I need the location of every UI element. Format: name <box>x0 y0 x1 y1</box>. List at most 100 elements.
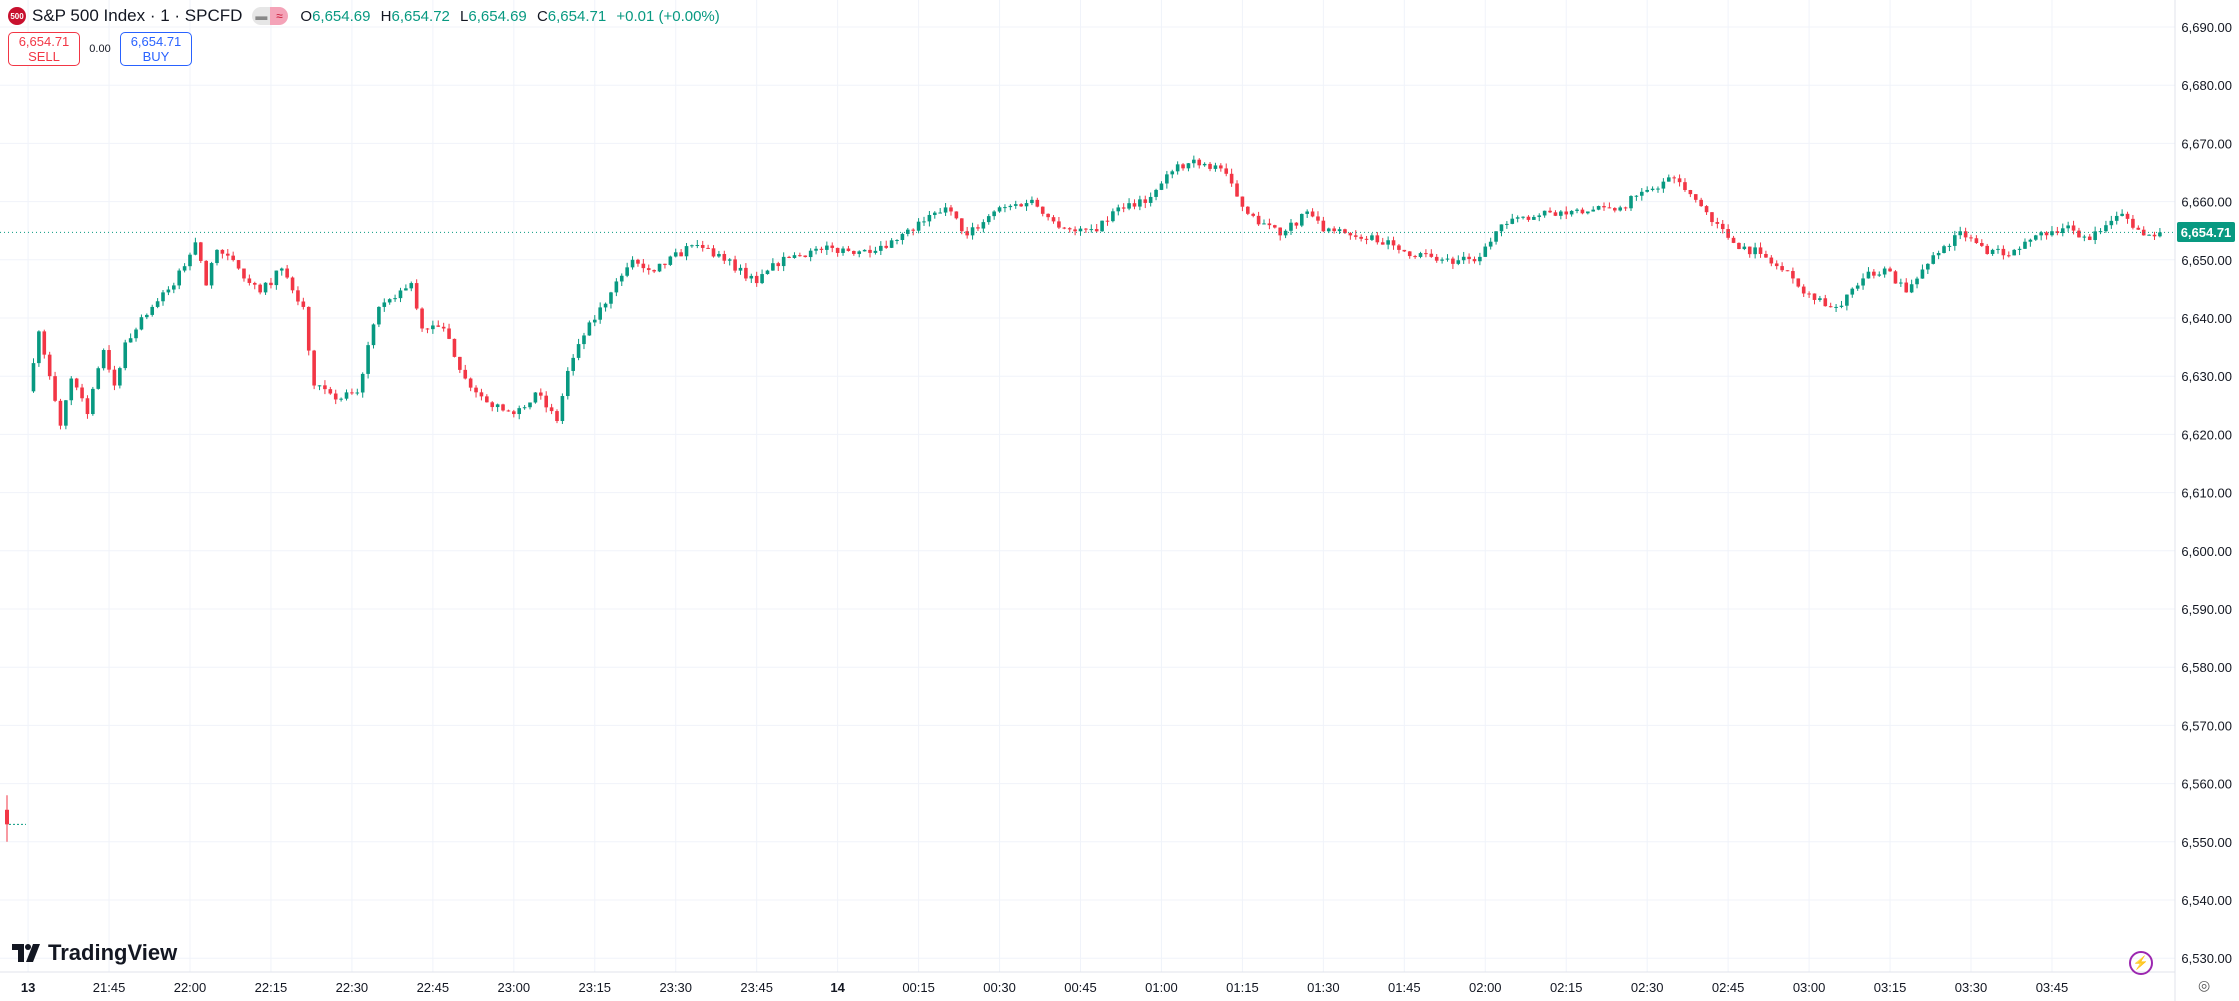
candle <box>2012 249 2016 256</box>
settings-icon[interactable]: ◎ <box>2198 977 2211 993</box>
candle <box>188 254 192 267</box>
candle <box>145 314 149 318</box>
candle <box>1235 183 1239 197</box>
candle <box>274 270 279 286</box>
candle <box>1483 246 1488 257</box>
ohlc-legend: O6,654.69 H6,654.72 L6,654.69 C6,654.71 … <box>300 7 720 25</box>
candle <box>1030 199 1034 204</box>
candle <box>1909 284 1914 293</box>
candle <box>1688 190 1693 195</box>
candle <box>269 282 273 286</box>
status-pill[interactable]: ▬ ≈ <box>252 7 289 25</box>
lightning-icon[interactable]: ⚡ <box>2129 951 2153 975</box>
candle <box>727 259 732 261</box>
candle <box>37 331 41 364</box>
candle <box>1920 269 1925 279</box>
candle <box>107 350 111 370</box>
candle <box>1985 245 1990 254</box>
close-value: 6,654.71 <box>547 7 607 25</box>
candle <box>1413 256 1417 258</box>
candle <box>1084 228 1088 230</box>
candle <box>69 378 74 401</box>
candle <box>1040 206 1045 214</box>
tradingview-logo[interactable]: TradingView <box>12 940 177 966</box>
candle <box>1926 263 1930 270</box>
candle <box>350 392 354 394</box>
candle <box>1440 259 1444 261</box>
candle <box>1046 213 1050 218</box>
candle <box>959 218 964 232</box>
candle <box>328 389 333 394</box>
candle <box>468 378 473 388</box>
candle <box>193 242 198 255</box>
y-tick-label: 6,630.00 <box>2181 369 2232 384</box>
candle <box>1310 211 1315 217</box>
x-tick-label: 22:45 <box>417 980 450 995</box>
candle <box>1650 188 1655 190</box>
candle <box>177 270 182 286</box>
x-tick-label: 03:30 <box>1955 980 1988 995</box>
candle <box>1219 165 1223 169</box>
candle <box>1192 159 1196 164</box>
candle <box>398 290 403 299</box>
candle <box>1661 181 1666 189</box>
candle <box>1208 163 1212 169</box>
candle <box>1629 196 1633 209</box>
tradingview-logo-icon <box>12 944 40 962</box>
candle <box>560 396 565 422</box>
x-tick-label: 03:00 <box>1793 980 1826 995</box>
sell-button[interactable]: 6,654.71 SELL <box>8 32 80 66</box>
candle <box>414 283 419 309</box>
candle <box>387 299 392 303</box>
candle <box>436 325 441 327</box>
candle <box>53 376 57 401</box>
candle <box>355 392 360 394</box>
candle <box>1186 163 1191 169</box>
buy-button[interactable]: 6,654.71 BUY <box>120 32 192 66</box>
candle <box>2147 234 2151 236</box>
candle <box>1062 227 1067 229</box>
candle <box>1618 207 1623 211</box>
candle <box>101 350 106 369</box>
candle <box>1791 271 1795 279</box>
x-tick-label: 22:30 <box>336 980 369 995</box>
candle <box>2039 232 2043 236</box>
y-tick-label: 6,690.00 <box>2181 20 2232 35</box>
candle <box>1537 215 1542 217</box>
candle <box>555 411 559 422</box>
candle <box>1990 249 1995 254</box>
candle <box>447 328 451 339</box>
candle <box>706 247 710 249</box>
candle <box>900 233 905 241</box>
open-value: 6,654.69 <box>312 7 371 25</box>
candle <box>1035 199 1040 207</box>
candle <box>873 250 878 253</box>
candle <box>862 249 867 252</box>
candle <box>879 245 883 251</box>
x-tick-label: 02:45 <box>1712 980 1745 995</box>
candle <box>819 248 824 250</box>
y-tick-label: 6,660.00 <box>2181 195 2232 210</box>
logo-text: TradingView <box>48 940 178 965</box>
candle <box>2158 232 2162 237</box>
candle <box>603 303 608 308</box>
candle <box>1947 245 1952 247</box>
candle <box>1591 209 1596 212</box>
candle <box>1127 203 1131 209</box>
current-price-label: 6,654.71 <box>2177 222 2235 242</box>
candle <box>1451 258 1455 264</box>
candle <box>1181 164 1185 169</box>
x-tick-label: 03:15 <box>1874 980 1907 995</box>
candle <box>490 402 495 408</box>
candle <box>1024 203 1029 207</box>
candle <box>1510 218 1515 224</box>
y-tick-label: 6,580.00 <box>2181 660 2232 675</box>
candle <box>1882 268 1887 275</box>
candle <box>128 338 133 343</box>
candle <box>792 255 797 258</box>
candle <box>1769 257 1774 264</box>
candle <box>1407 251 1412 257</box>
candle <box>215 249 219 264</box>
symbol-title[interactable]: S&P 500 Index · 1 · SPCFD <box>32 6 243 25</box>
